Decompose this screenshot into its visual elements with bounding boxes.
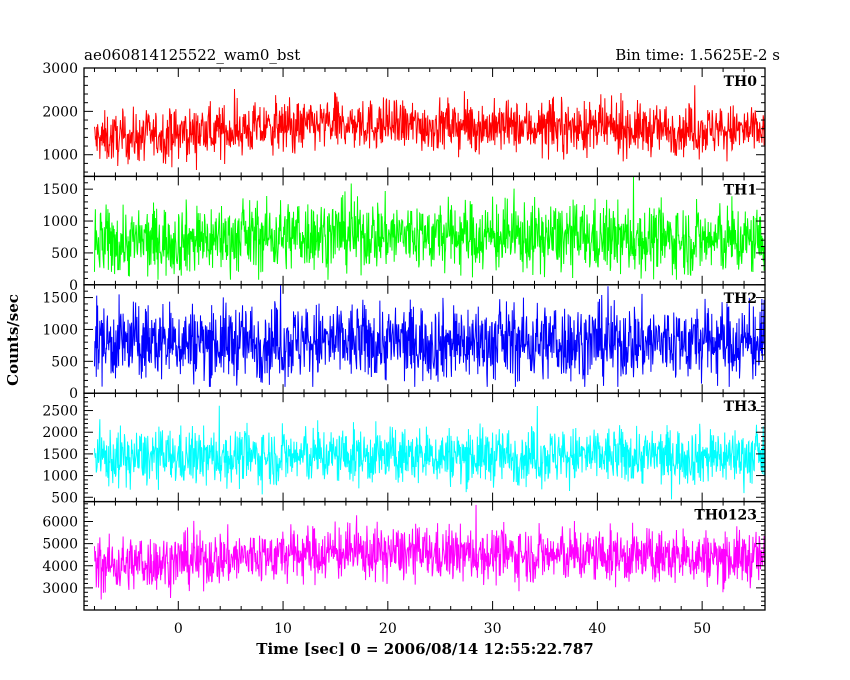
y-tick-label: 0 [69, 386, 78, 402]
series-line-th1 [93, 176, 765, 280]
y-axis-label: Counts/sec [4, 294, 22, 386]
series-label-th1: TH1 [724, 182, 757, 198]
series-label-th3: TH3 [724, 399, 757, 415]
y-tick-label: 3000 [42, 61, 78, 77]
y-tick-label: 2500 [42, 404, 78, 420]
y-tick-label: 1000 [42, 469, 78, 485]
series-line-th0123 [93, 504, 765, 600]
panel-th0123: 3000 4000 5000 6000 TH0123 [42, 500, 766, 611]
y-tick-label: 6000 [42, 515, 78, 531]
x-tick-label: 20 [379, 621, 397, 637]
y-tick-label: 1500 [42, 447, 78, 463]
x-tick-labels: 0 10 20 30 40 50 [174, 621, 711, 637]
y-tick-label: 1500 [42, 291, 78, 307]
panel-th3: 500 1000 1500 2000 2500 TH3 [42, 392, 766, 506]
y-tick-label: 1500 [42, 182, 78, 198]
series-line-th3 [93, 405, 765, 500]
bin-time-label: Bin time: 1.5625E-2 s [615, 46, 780, 64]
panel-frame [83, 500, 766, 611]
series-label-th0123: TH0123 [694, 508, 757, 524]
y-tick-label: 5000 [42, 537, 78, 553]
series-label-th2: TH2 [724, 291, 757, 307]
panel-th0: 1000 2000 3000 TH0 [42, 61, 766, 178]
x-tick-label: 0 [174, 621, 183, 637]
y-tick-label: 3000 [42, 581, 78, 597]
panel-th1: 0 500 1000 1500 TH1 [42, 175, 766, 294]
series-line-th2 [93, 284, 765, 387]
x-tick-label: 40 [588, 621, 606, 637]
y-tick-label: 2000 [42, 104, 78, 120]
y-tick-label: 1000 [42, 148, 78, 164]
y-tick-label: 500 [51, 246, 78, 262]
x-tick-label: 10 [274, 621, 292, 637]
y-tick-label: 2000 [42, 425, 78, 441]
series-label-th0: TH0 [724, 74, 758, 90]
panel-th2: 0 500 1000 1500 TH2 [42, 284, 766, 402]
y-tick-label: 0 [69, 278, 78, 294]
x-tick-label: 30 [484, 621, 502, 637]
y-tick-label: 4000 [42, 559, 78, 575]
series-line-th0 [93, 85, 765, 171]
x-tick-label: 50 [693, 621, 711, 637]
y-tick-label: 1000 [42, 214, 78, 230]
chart-title: ae060814125522_wam0_bst [84, 46, 300, 64]
y-tick-label: 500 [51, 490, 78, 506]
y-tick-label: 500 [51, 354, 78, 370]
y-tick-label: 1000 [42, 322, 78, 338]
x-axis-label: Time [sec] 0 = 2006/08/14 12:55:22.787 [256, 640, 593, 658]
